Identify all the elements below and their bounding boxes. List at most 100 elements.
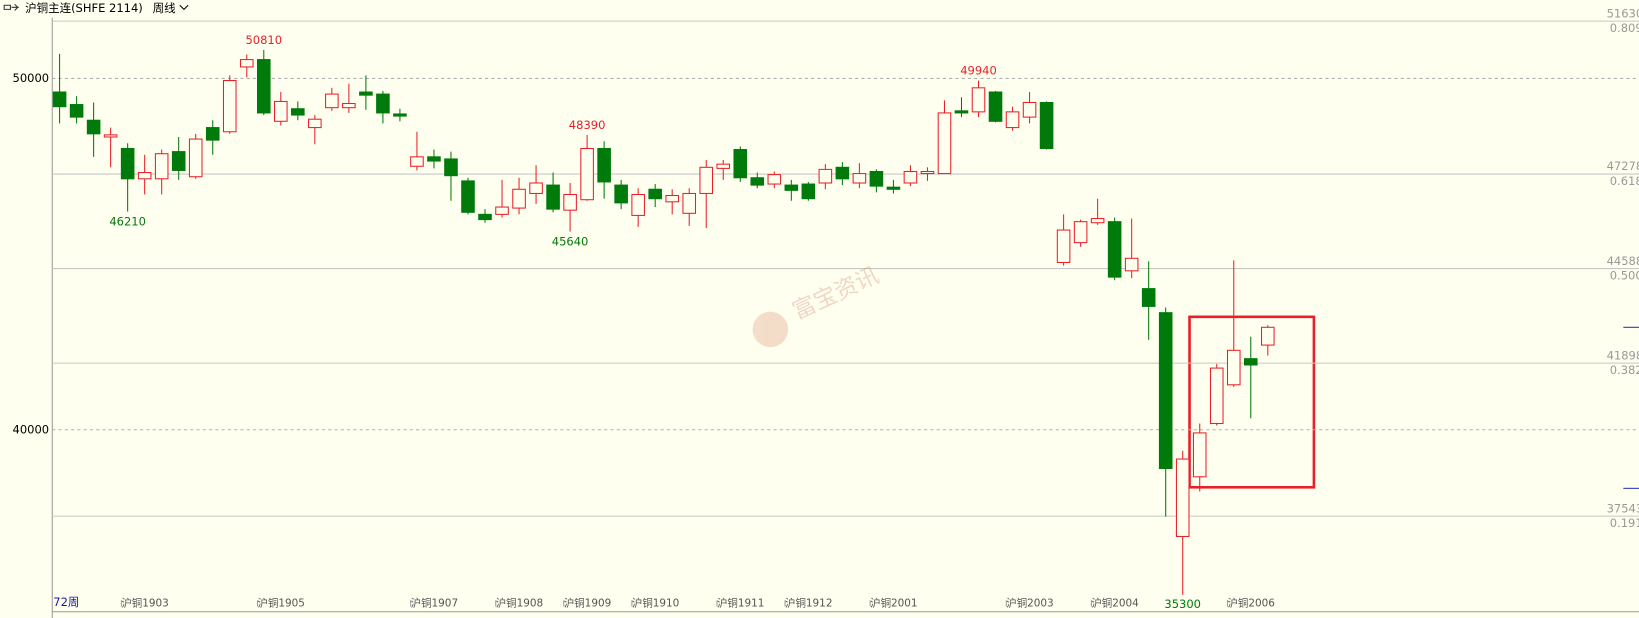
candle-body xyxy=(563,193,577,211)
candle-body xyxy=(750,177,765,186)
candle-body xyxy=(291,108,305,116)
candle-body xyxy=(1005,111,1020,129)
extreme-label: 48390 xyxy=(569,118,606,132)
candle-body xyxy=(767,174,782,185)
candle-body xyxy=(222,80,237,133)
x-tick-label: 沪铜1910 xyxy=(632,596,679,609)
candle-body xyxy=(154,153,169,180)
candle-body xyxy=(1158,312,1173,469)
candle-body xyxy=(1226,349,1241,386)
x-tick-label: 沪铜1909 xyxy=(564,596,611,609)
candle-body xyxy=(205,127,220,141)
fib-value-label: 44588 xyxy=(1607,254,1639,268)
fib-value-label: 37543 xyxy=(1607,501,1639,515)
candle-body xyxy=(239,59,254,68)
candle-body xyxy=(903,170,918,184)
candle-body xyxy=(376,93,390,114)
candle-body xyxy=(69,104,84,118)
x-tick-label: 沪铜1907 xyxy=(411,596,458,609)
x-tick-label: 沪铜1903 xyxy=(121,596,168,609)
candle-body xyxy=(1141,288,1156,307)
candle-body xyxy=(274,100,288,122)
candle-body xyxy=(818,168,833,184)
candle-body xyxy=(325,93,339,109)
fib-ratio-label: 0.382 xyxy=(1610,363,1639,377)
candle-body xyxy=(308,118,322,129)
candle-body xyxy=(988,91,1003,122)
candle-body xyxy=(478,213,492,221)
candle-body xyxy=(920,170,935,175)
extreme-label: 45640 xyxy=(552,235,589,249)
candle-body xyxy=(86,119,101,135)
candle-body xyxy=(597,147,611,183)
fib-value-label: 47278 xyxy=(1607,159,1639,173)
extreme-label: 50810 xyxy=(245,33,282,47)
candle-body xyxy=(512,188,526,209)
candle-body xyxy=(1022,101,1037,118)
candle-body xyxy=(546,184,560,210)
candle-body xyxy=(1175,458,1190,537)
candle-body xyxy=(869,170,884,187)
candle-body xyxy=(665,195,679,203)
candle-body xyxy=(1192,432,1207,478)
candle-body xyxy=(801,183,816,200)
candle-body xyxy=(1243,358,1258,366)
x-tick-label: 沪铜2006 xyxy=(1227,596,1274,609)
candle-body xyxy=(461,180,475,213)
candle-body xyxy=(393,113,407,117)
candle-body xyxy=(1107,221,1122,278)
fib-ratio-label: 0.191 xyxy=(1610,516,1639,530)
candle-body xyxy=(1073,221,1088,244)
candle-body xyxy=(648,188,662,200)
candle-body xyxy=(1209,367,1224,425)
candle-body xyxy=(699,166,714,194)
candle-body xyxy=(580,147,594,201)
x-tick-label: 沪铜2004 xyxy=(1091,596,1139,609)
x-tick-label: 沪铜2001 xyxy=(870,596,917,609)
x-tick-label: 沪铜2003 xyxy=(1006,596,1053,609)
candle-body xyxy=(852,173,867,184)
candle-body xyxy=(1039,101,1054,150)
fib-value-label: 41898 xyxy=(1607,348,1639,362)
candle-body xyxy=(359,91,373,96)
candle-body xyxy=(1261,326,1275,346)
fib-ratio-label: 0.618 xyxy=(1610,174,1639,188)
candle-body xyxy=(1056,229,1071,263)
candle-body xyxy=(614,184,628,204)
watermark-logo xyxy=(752,311,789,348)
candle-body xyxy=(784,184,799,191)
extreme-label: 49940 xyxy=(960,64,997,78)
period-selector[interactable]: 周线 xyxy=(153,1,176,15)
x-tick-label: 沪铜1912 xyxy=(785,596,832,609)
candle-body xyxy=(188,138,203,178)
candle-body xyxy=(835,166,850,180)
candle-body xyxy=(971,87,986,113)
toolbar: 沪铜主连(SHFE 2114) 周线 xyxy=(3,1,189,15)
candle-body xyxy=(256,59,271,114)
toolbar-icon xyxy=(3,3,19,11)
candle-body xyxy=(52,91,67,108)
x-tick-label: 沪铜1908 xyxy=(496,596,543,609)
candle-body xyxy=(716,163,731,169)
candle-body xyxy=(410,156,424,167)
y-tick-label: 50000 xyxy=(13,71,50,85)
candle-body xyxy=(137,172,152,180)
candle-body xyxy=(631,193,645,216)
candle-body xyxy=(1124,257,1139,272)
candle-body xyxy=(1090,218,1105,224)
count-label: 72周 xyxy=(53,595,79,609)
x-tick-label: 沪铜1911 xyxy=(717,596,764,609)
candle-body xyxy=(682,192,697,214)
candle-body xyxy=(444,158,458,177)
fib-ratio-label: 0.500 xyxy=(1610,268,1639,282)
candle-body xyxy=(733,149,748,179)
candle-body xyxy=(954,110,969,114)
period-chevron[interactable] xyxy=(179,4,189,11)
x-tick-label: 沪铜1905 xyxy=(258,596,305,609)
highlight-box xyxy=(1188,315,1316,489)
candle-body xyxy=(171,151,186,171)
candle-body xyxy=(342,102,356,109)
